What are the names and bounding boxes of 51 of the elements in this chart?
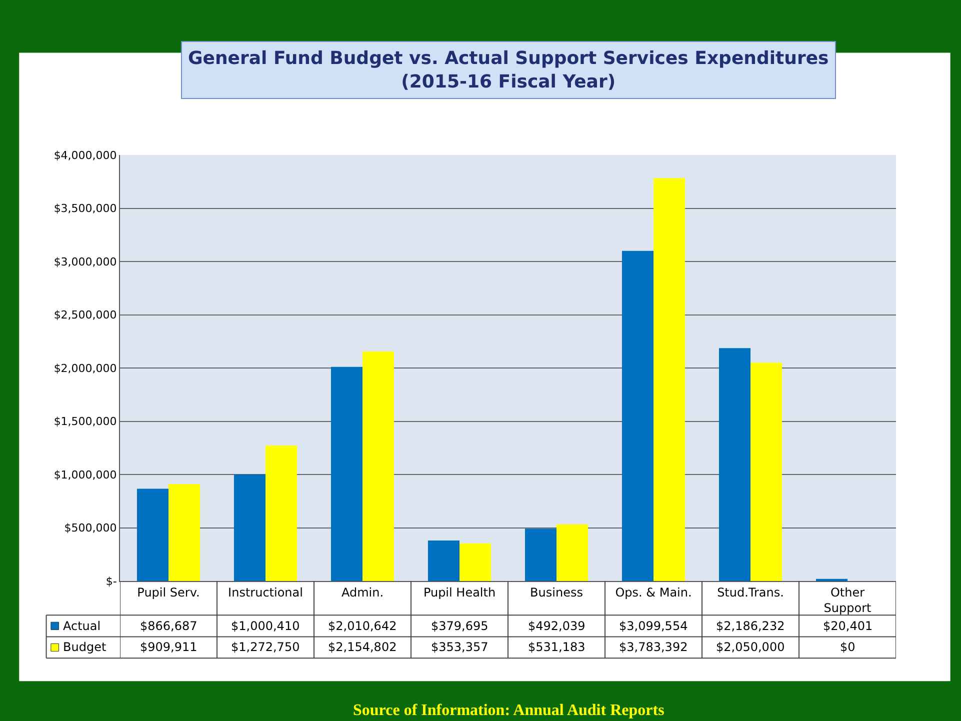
data-label: $2,010,642 bbox=[328, 619, 397, 633]
x-tick-label: Other Support bbox=[824, 585, 872, 615]
legend-label: Actual bbox=[63, 619, 101, 633]
x-tick-label: Ops. & Main. bbox=[615, 585, 692, 600]
x-tick-label: Pupil Serv. bbox=[137, 585, 200, 600]
data-label: $866,687 bbox=[140, 619, 198, 633]
y-tick-label: $2,500,000 bbox=[54, 308, 117, 322]
y-tick-label: $3,000,000 bbox=[54, 255, 117, 268]
x-tick-label: Instructional bbox=[228, 585, 303, 600]
x-tick-label: Stud.Trans. bbox=[717, 585, 784, 600]
data-label: $531,183 bbox=[528, 640, 586, 654]
legend-label: Budget bbox=[63, 640, 106, 654]
bar bbox=[234, 474, 266, 581]
y-tick-label: $500,000 bbox=[64, 522, 117, 535]
bar bbox=[556, 524, 588, 581]
bar bbox=[622, 250, 654, 581]
bar bbox=[524, 528, 556, 581]
bar bbox=[718, 348, 750, 581]
data-label: $1,000,410 bbox=[231, 619, 300, 633]
bar bbox=[460, 543, 492, 581]
y-tick-label: $3,500,000 bbox=[54, 202, 117, 216]
bar bbox=[136, 488, 168, 581]
data-label: $20,401 bbox=[823, 619, 873, 633]
x-tick-label: Business bbox=[530, 585, 583, 600]
y-tick-label: $1,500,000 bbox=[54, 415, 117, 428]
bar bbox=[266, 445, 298, 581]
data-label: $3,099,554 bbox=[619, 619, 688, 633]
data-label: $2,186,232 bbox=[716, 619, 785, 633]
source-note: Source of Information: Annual Audit Reports bbox=[353, 702, 664, 719]
data-label: $3,783,392 bbox=[619, 640, 688, 654]
data-label: $379,695 bbox=[431, 619, 488, 633]
data-label: $2,154,802 bbox=[328, 640, 397, 654]
chart-title: General Fund Budget vs. Actual Support Services Expenditures (2015-16 Fiscal Year) bbox=[188, 48, 829, 92]
y-tick-label: $4,000,000 bbox=[54, 148, 117, 162]
x-tick-label: Admin. bbox=[341, 585, 384, 600]
data-label: $353,357 bbox=[431, 640, 488, 654]
y-tick-label: $1,000,000 bbox=[54, 468, 117, 482]
bar bbox=[428, 540, 460, 581]
x-tick-label: Pupil Health bbox=[423, 585, 496, 600]
bar bbox=[168, 484, 200, 581]
data-label: $1,272,750 bbox=[231, 640, 300, 654]
bar bbox=[750, 362, 782, 581]
data-label: $2,050,000 bbox=[716, 640, 785, 654]
bar bbox=[330, 366, 362, 581]
bar bbox=[362, 352, 394, 581]
data-label: $0 bbox=[840, 640, 856, 654]
bar bbox=[654, 178, 686, 581]
y-tick-label: $- bbox=[106, 574, 117, 588]
data-label: $492,039 bbox=[528, 619, 586, 633]
data-label: $909,911 bbox=[140, 640, 198, 654]
y-tick-label: $2,000,000 bbox=[54, 362, 117, 375]
